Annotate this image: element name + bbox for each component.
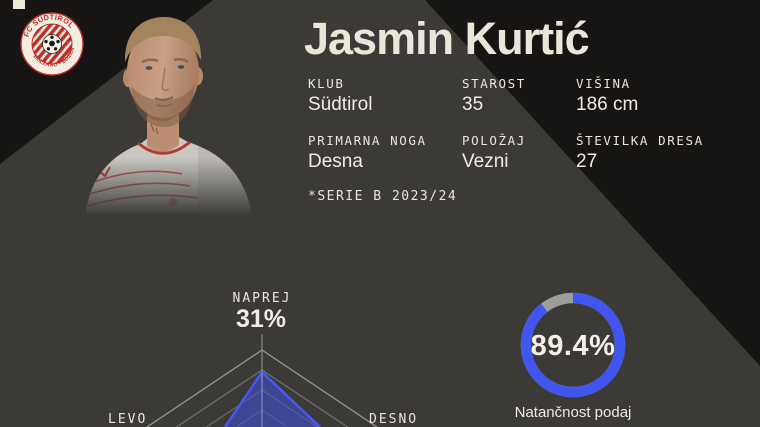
radar-gridline-outer [146,349,378,427]
player-photo [86,17,252,216]
stat-label: PRIMARNA NOGA [308,133,427,148]
stat-label: KLUB [308,76,345,91]
radar-label-naprej: NAPREJ [232,291,292,306]
radar-label-levo: LEVO [108,412,148,427]
donut-value-arc [520,292,626,398]
radar-gridline [176,369,348,427]
radar-series-stroke [223,370,321,427]
player-name-title: Jasmin Kurtić [304,13,590,64]
stat-stevilka-dresa: ŠTEVILKA DRESA 27 [576,133,704,172]
radar-gridline [236,409,288,427]
donut-chart [520,292,626,398]
stat-starost: STAROST 35 [462,76,526,115]
jersey-crest [169,198,177,206]
donut-caption: Natančnost podaj [514,404,632,421]
stat-label: POLOŽAJ [462,133,526,148]
radar-label-desno: DESNO [369,412,419,427]
stat-value: Südtirol [308,93,373,115]
radar-gridline [206,389,318,427]
stat-visina: VIŠINA 186 cm [576,76,639,115]
stat-label: STAROST [462,76,526,91]
stat-primarna-noga: PRIMARNA NOGA Desna [308,133,427,172]
stat-value: 186 cm [576,93,639,115]
stat-polozaj: POLOŽAJ Vezni [462,133,526,172]
stat-label: ŠTEVILKA DRESA [576,133,704,148]
club-badge-icon: FC SÜDTIROL BOLZANO • BOZEN [20,12,84,76]
corner-mark [13,0,25,9]
stat-value: 27 [576,150,598,172]
season-footnote: *SERIE B 2023/24 [308,189,458,204]
radar-value-naprej: 31% [235,305,287,333]
radar-series-fill [225,372,320,427]
stat-value: Desna [308,150,363,172]
stat-value: Vezni [462,150,509,172]
stat-klub: KLUB Südtirol [308,76,373,115]
stat-label: VIŠINA [576,76,631,91]
stat-value: 35 [462,93,484,115]
donut-value-text: 89.4% [530,330,616,362]
